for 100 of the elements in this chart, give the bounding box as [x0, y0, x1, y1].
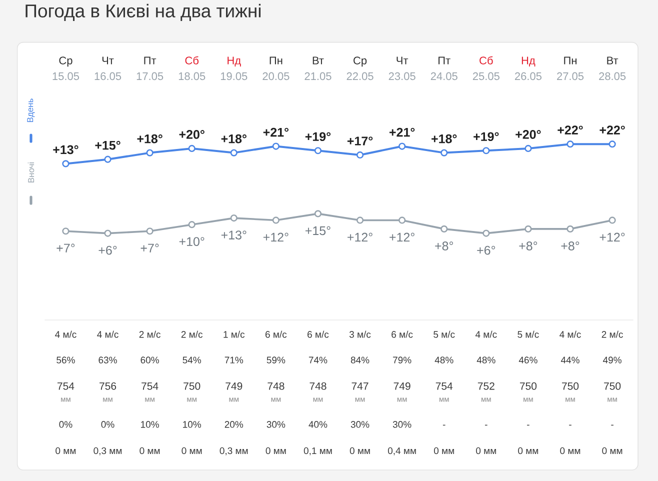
x-tick-label: Ср: [354, 56, 367, 67]
text: 749: [394, 382, 410, 390]
x2-tick-label: 21.05: [304, 72, 332, 80]
x2-tick-label: 25.05: [472, 72, 500, 80]
text: Вночі: [28, 162, 34, 182]
point: [188, 144, 196, 152]
x2-tick-label: 20.05: [262, 72, 290, 80]
text: 0 мм: [266, 447, 286, 454]
x2-tick-label: 17.05: [136, 72, 164, 80]
text: 747: [352, 382, 368, 390]
text: -: [484, 424, 488, 426]
point: [230, 149, 238, 156]
text: 2 м/с: [139, 330, 160, 338]
text: 44%: [560, 356, 580, 364]
point: [146, 228, 154, 235]
point: [398, 142, 406, 150]
text: 5 м/с: [518, 330, 539, 338]
data-label: +18°: [432, 134, 457, 144]
x-tick-label: Пт: [144, 56, 156, 64]
text: 4 м/с: [97, 330, 118, 338]
text: 71%: [224, 356, 244, 364]
text: 30%: [350, 421, 370, 428]
point: [566, 225, 574, 232]
text: 56%: [56, 356, 75, 364]
text: 48%: [476, 356, 496, 364]
data-label: +22°: [600, 126, 625, 134]
text: 0 мм: [140, 447, 160, 454]
text: 30%: [266, 421, 286, 428]
x-tick-label: Нд: [522, 56, 536, 66]
point: [62, 228, 70, 235]
text: 6 м/с: [266, 330, 287, 338]
data-label: +12°: [390, 232, 414, 242]
text: 10%: [141, 421, 159, 428]
x2-tick-label: 22.05: [346, 72, 374, 80]
text: -: [442, 424, 446, 426]
text: 749: [226, 382, 242, 390]
x-tick-label: Чт: [102, 56, 114, 64]
x2-tick-label: 15.05: [52, 72, 80, 80]
data-label: +7°: [140, 244, 159, 252]
data-label: +8°: [519, 242, 538, 250]
text: 750: [184, 382, 200, 390]
data-label: +7°: [56, 244, 75, 252]
point: [482, 230, 490, 237]
point: [482, 147, 490, 154]
point: [104, 156, 112, 163]
point: [272, 216, 280, 224]
text: 0 мм: [182, 447, 202, 454]
text: 3 м/с: [349, 330, 371, 338]
text: 0 мм: [350, 447, 370, 454]
text: 6 м/с: [308, 330, 329, 338]
point: [524, 225, 532, 232]
text: 63%: [98, 356, 117, 364]
text: 754: [57, 382, 74, 390]
x-tick-label: Вт: [607, 56, 618, 64]
text: 40%: [308, 421, 328, 428]
x-tick-label: Чт: [396, 56, 408, 64]
text: 0%: [101, 421, 114, 428]
point: [524, 144, 532, 152]
text: 48%: [434, 356, 454, 364]
text: 750: [604, 382, 621, 390]
text: 752: [478, 382, 494, 390]
data-label: +20°: [516, 130, 541, 139]
text: 756: [100, 382, 116, 390]
text: 0 мм: [560, 447, 580, 454]
text: 30%: [392, 421, 412, 428]
x2-tick-label: 28.05: [599, 72, 626, 80]
text: 754: [436, 382, 453, 390]
data-label: +8°: [561, 242, 580, 250]
data-label: +15°: [95, 140, 120, 150]
x2-tick-label: 16.05: [94, 72, 122, 80]
text: 60%: [140, 356, 159, 364]
point: [146, 149, 154, 156]
x-tick-label: Пт: [438, 56, 450, 64]
text: 5 м/с: [434, 330, 455, 338]
point: [314, 147, 322, 154]
text: 754: [142, 382, 158, 390]
text: 4 м/с: [55, 330, 76, 338]
data-label: +12°: [348, 232, 372, 242]
data-label: +12°: [263, 232, 288, 242]
x-tick-label: Сб: [480, 56, 493, 64]
x-tick-label: Ср: [59, 56, 72, 67]
text: 6 м/с: [392, 330, 413, 338]
x-tick-label: Нд: [228, 56, 241, 66]
data-label: +8°: [435, 242, 453, 250]
point: [104, 230, 112, 237]
text: 0,3 мм: [220, 447, 248, 456]
data-label: +21°: [263, 128, 289, 137]
x-tick-label: Вт: [312, 56, 324, 64]
x2-tick-label: 18.05: [178, 72, 206, 80]
data-label: +15°: [305, 226, 330, 236]
point: [566, 140, 574, 148]
point: [440, 225, 448, 232]
point: [608, 140, 616, 148]
data-label: +19°: [474, 132, 499, 142]
text: 0 мм: [518, 447, 538, 454]
text: 2 м/с: [602, 330, 623, 338]
text: 2 м/с: [181, 330, 203, 338]
data-label: +13°: [53, 145, 78, 154]
x2-tick-label: 24.05: [430, 72, 458, 80]
point: [62, 160, 70, 168]
